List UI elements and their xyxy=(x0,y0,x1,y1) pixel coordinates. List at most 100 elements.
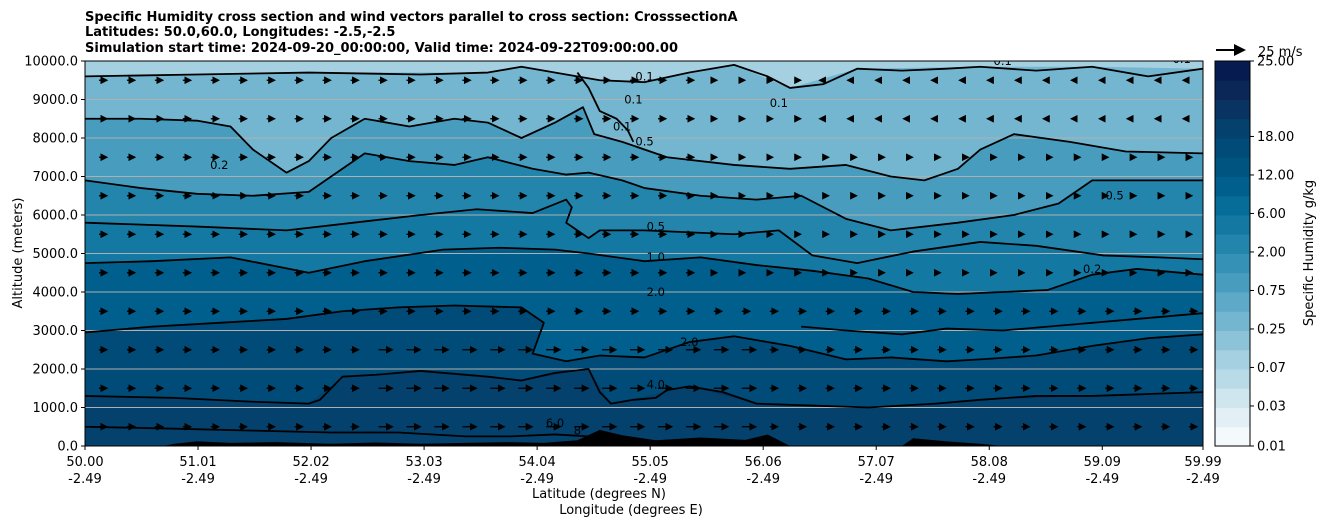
y-tick-label-2: 2000.0 xyxy=(33,363,79,378)
colorbar-segment-6 xyxy=(1215,311,1250,331)
chart-title-line-3: Simulation start time: 2024-09-20_00:00:… xyxy=(85,41,678,56)
colorbar-segment-10 xyxy=(1215,234,1250,254)
x-tick-label-lat-2: 52.02 xyxy=(292,455,329,470)
colorbar-segment-19 xyxy=(1215,61,1250,81)
colorbar-segment-17 xyxy=(1215,99,1250,120)
colorbar-segment-1 xyxy=(1215,407,1250,428)
contour-label-4: 0.5 xyxy=(635,135,653,149)
colorbar-segment-4 xyxy=(1215,349,1250,370)
contour-label-8: 2.0 xyxy=(647,285,665,299)
contour-label-13: 0.1 xyxy=(994,54,1012,68)
colorbar-segment-14 xyxy=(1215,157,1250,177)
y-tick-label-4: 4000.0 xyxy=(33,286,79,301)
x-tick-label-lon-1: -2.49 xyxy=(181,472,215,487)
terrain-shape xyxy=(163,429,1003,446)
contour-line-2 xyxy=(85,106,1203,182)
colorbar-ticks: 0.01 0.03 0.07 0.25 0.75 2.00 6.00 12.00 18.00 25… xyxy=(1250,55,1294,455)
x-tick-label-lon-9: -2.49 xyxy=(1085,472,1119,487)
x-tick-label-lon-7: -2.49 xyxy=(859,472,893,487)
contour-label-6: 0.5 xyxy=(647,219,665,233)
y-tick-label-0: 0.0 xyxy=(57,440,78,455)
contour-label-14: 0.1 xyxy=(1173,52,1191,66)
colorbar-tick-label-0: 0.01 xyxy=(1257,440,1286,455)
contour-line-4 xyxy=(85,198,1203,265)
colorbar-segment-13 xyxy=(1215,176,1250,197)
colorbar-segment-5 xyxy=(1215,330,1250,351)
contour-lines xyxy=(85,63,1203,438)
colorbar-tick-label-5: 2.00 xyxy=(1257,245,1286,260)
contour-line-7 xyxy=(801,312,1203,336)
x-tick-label-lon-6: -2.49 xyxy=(746,472,780,487)
x-tick-label-lon-2: -2.49 xyxy=(294,472,328,487)
contour-label-9: 2.0 xyxy=(680,335,698,349)
colorbar-label: Specific Humidity g/kg xyxy=(1302,180,1317,326)
plot-area: 0.1 0.1 0.1 0.1 0.5 0.2 0.5 1.0 2.0 2.0 4.0 0.5 0.2 0… xyxy=(85,52,1203,446)
wind-vectors xyxy=(98,76,1199,431)
colorbar-segment-12 xyxy=(1215,195,1250,216)
y-tick-label-9: 9000.0 xyxy=(33,93,79,108)
x-tick-label-lat-4: 54.04 xyxy=(519,455,556,470)
contour-label-12: 0.2 xyxy=(1083,262,1101,276)
contour-labels: 0.1 0.1 0.1 0.1 0.5 0.2 0.5 1.0 2.0 2.0 4.0 0.5 0.2 0… xyxy=(210,52,1191,437)
y-tick-label-1: 1000.0 xyxy=(33,401,79,416)
y-tick-label-8: 8000.0 xyxy=(33,132,79,147)
colorbar-segment-8 xyxy=(1215,272,1250,293)
y-tick-label-10: 10000.0 xyxy=(24,55,78,70)
contour-label-3: 0.1 xyxy=(613,119,631,133)
x-tick-label-lat-3: 53.03 xyxy=(405,455,442,470)
contour-label-2: 0.1 xyxy=(770,96,788,110)
y-tick-label-6: 6000.0 xyxy=(33,209,79,224)
contour-line-6 xyxy=(85,304,1203,363)
colorbar-segment-7 xyxy=(1215,292,1250,312)
x-tick-label-lat-5: 55.05 xyxy=(632,455,669,470)
colorbar-tick-label-1: 0.03 xyxy=(1257,399,1286,414)
x-axis-label-latitude: Latitude (degrees N) xyxy=(532,487,666,502)
x-tick-label-lat-9: 59.09 xyxy=(1084,455,1121,470)
x-tick-label-lon-4: -2.49 xyxy=(520,472,554,487)
contour-label-5: 0.2 xyxy=(210,158,228,172)
x-axis-label-longitude: Longitude (degrees E) xyxy=(559,503,703,518)
colorbar-segment-0 xyxy=(1215,426,1250,447)
colorbar-segment-18 xyxy=(1215,80,1250,100)
contour-line-9 xyxy=(85,425,589,438)
colorbar-tick-label-4: 0.75 xyxy=(1257,284,1286,299)
x-tick-label-lon-8: -2.49 xyxy=(972,472,1006,487)
colorbar-segment-3 xyxy=(1215,369,1250,389)
colorbar-tick-label-8: 18.00 xyxy=(1257,130,1294,145)
colorbar-tick-label-9: 25.00 xyxy=(1257,55,1294,70)
contour-line-0 xyxy=(85,63,1203,89)
y-tick-label-5: 5000.0 xyxy=(33,247,79,262)
contour-label-11: 0.5 xyxy=(1105,189,1123,203)
colorbar-tick-label-6: 6.00 xyxy=(1257,207,1286,222)
contour-label-15: 6.0 xyxy=(546,416,564,430)
contour-line-3 xyxy=(85,152,1203,232)
x-tick-label-lat-0: 50.00 xyxy=(66,455,103,470)
x-tick-label-lat-1: 51.01 xyxy=(179,455,216,470)
colorbar-frame xyxy=(1214,60,1251,447)
colorbar-segment-16 xyxy=(1215,118,1250,139)
x-tick-label-lat-10: 59.99 xyxy=(1184,455,1221,470)
x-tick-label-lat-6: 56.06 xyxy=(745,455,782,470)
colorbar-segment-9 xyxy=(1215,253,1250,274)
y-tick-label-3: 3000.0 xyxy=(33,324,79,339)
colorbar-segment-2 xyxy=(1215,388,1250,408)
chart-title-line-1: Specific Humidity cross section and wind… xyxy=(85,10,738,25)
x-tick-label-lon-10: -2.49 xyxy=(1186,472,1220,487)
colorbar-segment-11 xyxy=(1215,215,1250,235)
y-axis-label: Altitude (meters) xyxy=(11,198,26,309)
colorbar-tick-label-7: 12.00 xyxy=(1257,168,1294,183)
colorbar-tick-label-2: 0.07 xyxy=(1257,361,1286,376)
y-tick-label-7: 7000.0 xyxy=(33,170,79,185)
colorbar-tick-label-3: 0.25 xyxy=(1257,322,1286,337)
x-axis-ticks: 50.00 -2.49 51.01 -2.49 52.02 -2.49 53.03 -2.49… xyxy=(66,446,1222,487)
x-tick-label-lat-7: 57.07 xyxy=(858,455,895,470)
contour-label-7: 1.0 xyxy=(647,250,665,264)
x-tick-label-lon-5: -2.49 xyxy=(633,472,667,487)
colorbar-segment-15 xyxy=(1215,138,1250,158)
terrain-silhouette xyxy=(163,429,1003,446)
contour-label-1: 0.1 xyxy=(624,92,642,106)
contour-label-16: 8 xyxy=(574,423,581,437)
contour-label-10: 4.0 xyxy=(647,377,665,391)
quiver-key-label: 25 m/s xyxy=(1258,45,1303,60)
